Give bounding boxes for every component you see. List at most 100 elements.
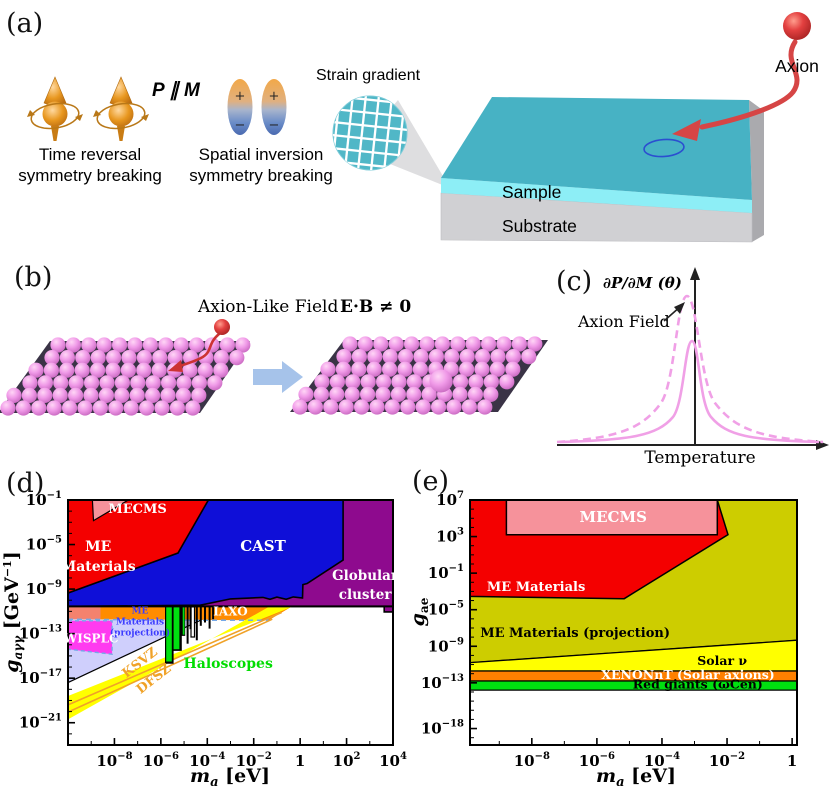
atom [342,336,358,352]
atom [229,350,245,366]
atom [65,337,81,353]
atom [382,361,398,377]
atom [419,336,435,352]
annotation-arrow [663,302,685,322]
atom [68,375,84,391]
atom [453,374,469,390]
atom [505,361,521,377]
atom [136,350,152,366]
atomic-lattice [292,336,543,415]
tspan: 10 [26,491,47,509]
atom [28,362,44,378]
minus-sign: − [269,118,280,133]
atom [120,362,136,378]
panel-d-label: (d) [6,468,45,499]
tspan: 10 [436,528,457,546]
atom [112,337,128,353]
x-tick-label: 10−8 [96,751,132,770]
axion-arrow-icon [168,319,230,372]
chart-axion-electron: 10−8 10−6 10−4 10−2 110710310−110−510−910−13… [410,490,798,790]
c-xlabel: Temperature [644,448,755,468]
atom [467,386,483,402]
atom [459,361,475,377]
atom [173,337,189,353]
atom [292,399,308,415]
atom [175,387,191,403]
chart-label: CAST [240,537,286,555]
panel-c-label: (c) [556,266,593,297]
atom [139,400,155,416]
tspan: −18 [442,719,464,730]
tspan: 10 [644,752,665,770]
atom [92,400,108,416]
atom [313,386,329,402]
atom [123,400,139,416]
tspan: a [210,775,218,790]
atom [483,374,499,390]
atom [481,336,497,352]
atom [329,374,345,390]
atom [68,387,84,403]
tspan: −6 [164,751,179,762]
region-IAXO-left [68,606,101,620]
x-axis-title: ma [eV] [596,765,676,790]
atom [369,399,385,415]
x-tick-label: 10−8 [514,751,550,770]
tspan: 2 [354,751,361,762]
tspan: −13 [40,624,62,635]
chart-label: Solar ν [697,653,747,668]
atom [81,337,97,353]
plot-frame [469,499,798,746]
tspan: 10 [143,752,164,770]
y-tick-label: 10−5 [428,600,464,619]
atom [390,386,406,402]
atom [145,387,161,403]
tspan: ME [85,539,111,555]
strain-gradient-label: Strain gradient [316,67,421,84]
tspan: (projection) [110,628,170,639]
atom [450,336,466,352]
atom [37,375,54,391]
panel-e-label: (e) [412,466,450,497]
sample-label: Sample [502,182,561,202]
y-tick-label: 10−9 [26,579,62,598]
atom [198,350,214,366]
tspan: [GeV [1,576,23,636]
atom [366,361,382,377]
c-ylabel: ∂P/∂M (θ) [603,274,682,292]
atom [99,375,115,391]
atom [121,350,137,366]
response-curve [559,339,820,444]
atom [152,350,168,366]
atom [357,336,373,352]
tspan: 10 [26,580,47,598]
spinning-top-icon [93,76,149,141]
chart-label: MECMS [579,508,646,526]
atom [185,400,201,416]
tspan: [eV] [219,765,270,787]
axion-field-curve [556,294,824,444]
spatial-inversion-caption: Spatial inversion [199,145,324,164]
atom [44,350,60,366]
tspan: −21 [40,713,62,724]
electric-dipole-icon: + − [261,79,287,135]
atom [21,387,37,403]
tspan: −13 [442,673,464,684]
x-tick-label: 10−4 [644,751,680,770]
tspan: 10 [96,752,117,770]
tspan: m [596,765,616,787]
atom [376,374,392,390]
atom [74,362,90,378]
plus-sign: + [235,89,246,104]
tspan: −9 [449,636,464,647]
chart-label: ME Materials [487,580,585,595]
atom [207,375,223,391]
panel-a-schematic: P ∥ M + − + − Time reversal symmetry bre… [18,12,819,243]
tspan: Materials [116,618,164,628]
y-tick-label: 10−1 [26,490,62,509]
y-tick-label: 10−9 [428,636,464,655]
chart-label: IAXO [213,604,247,618]
tspan: −2 [256,751,271,762]
atom [90,350,106,366]
